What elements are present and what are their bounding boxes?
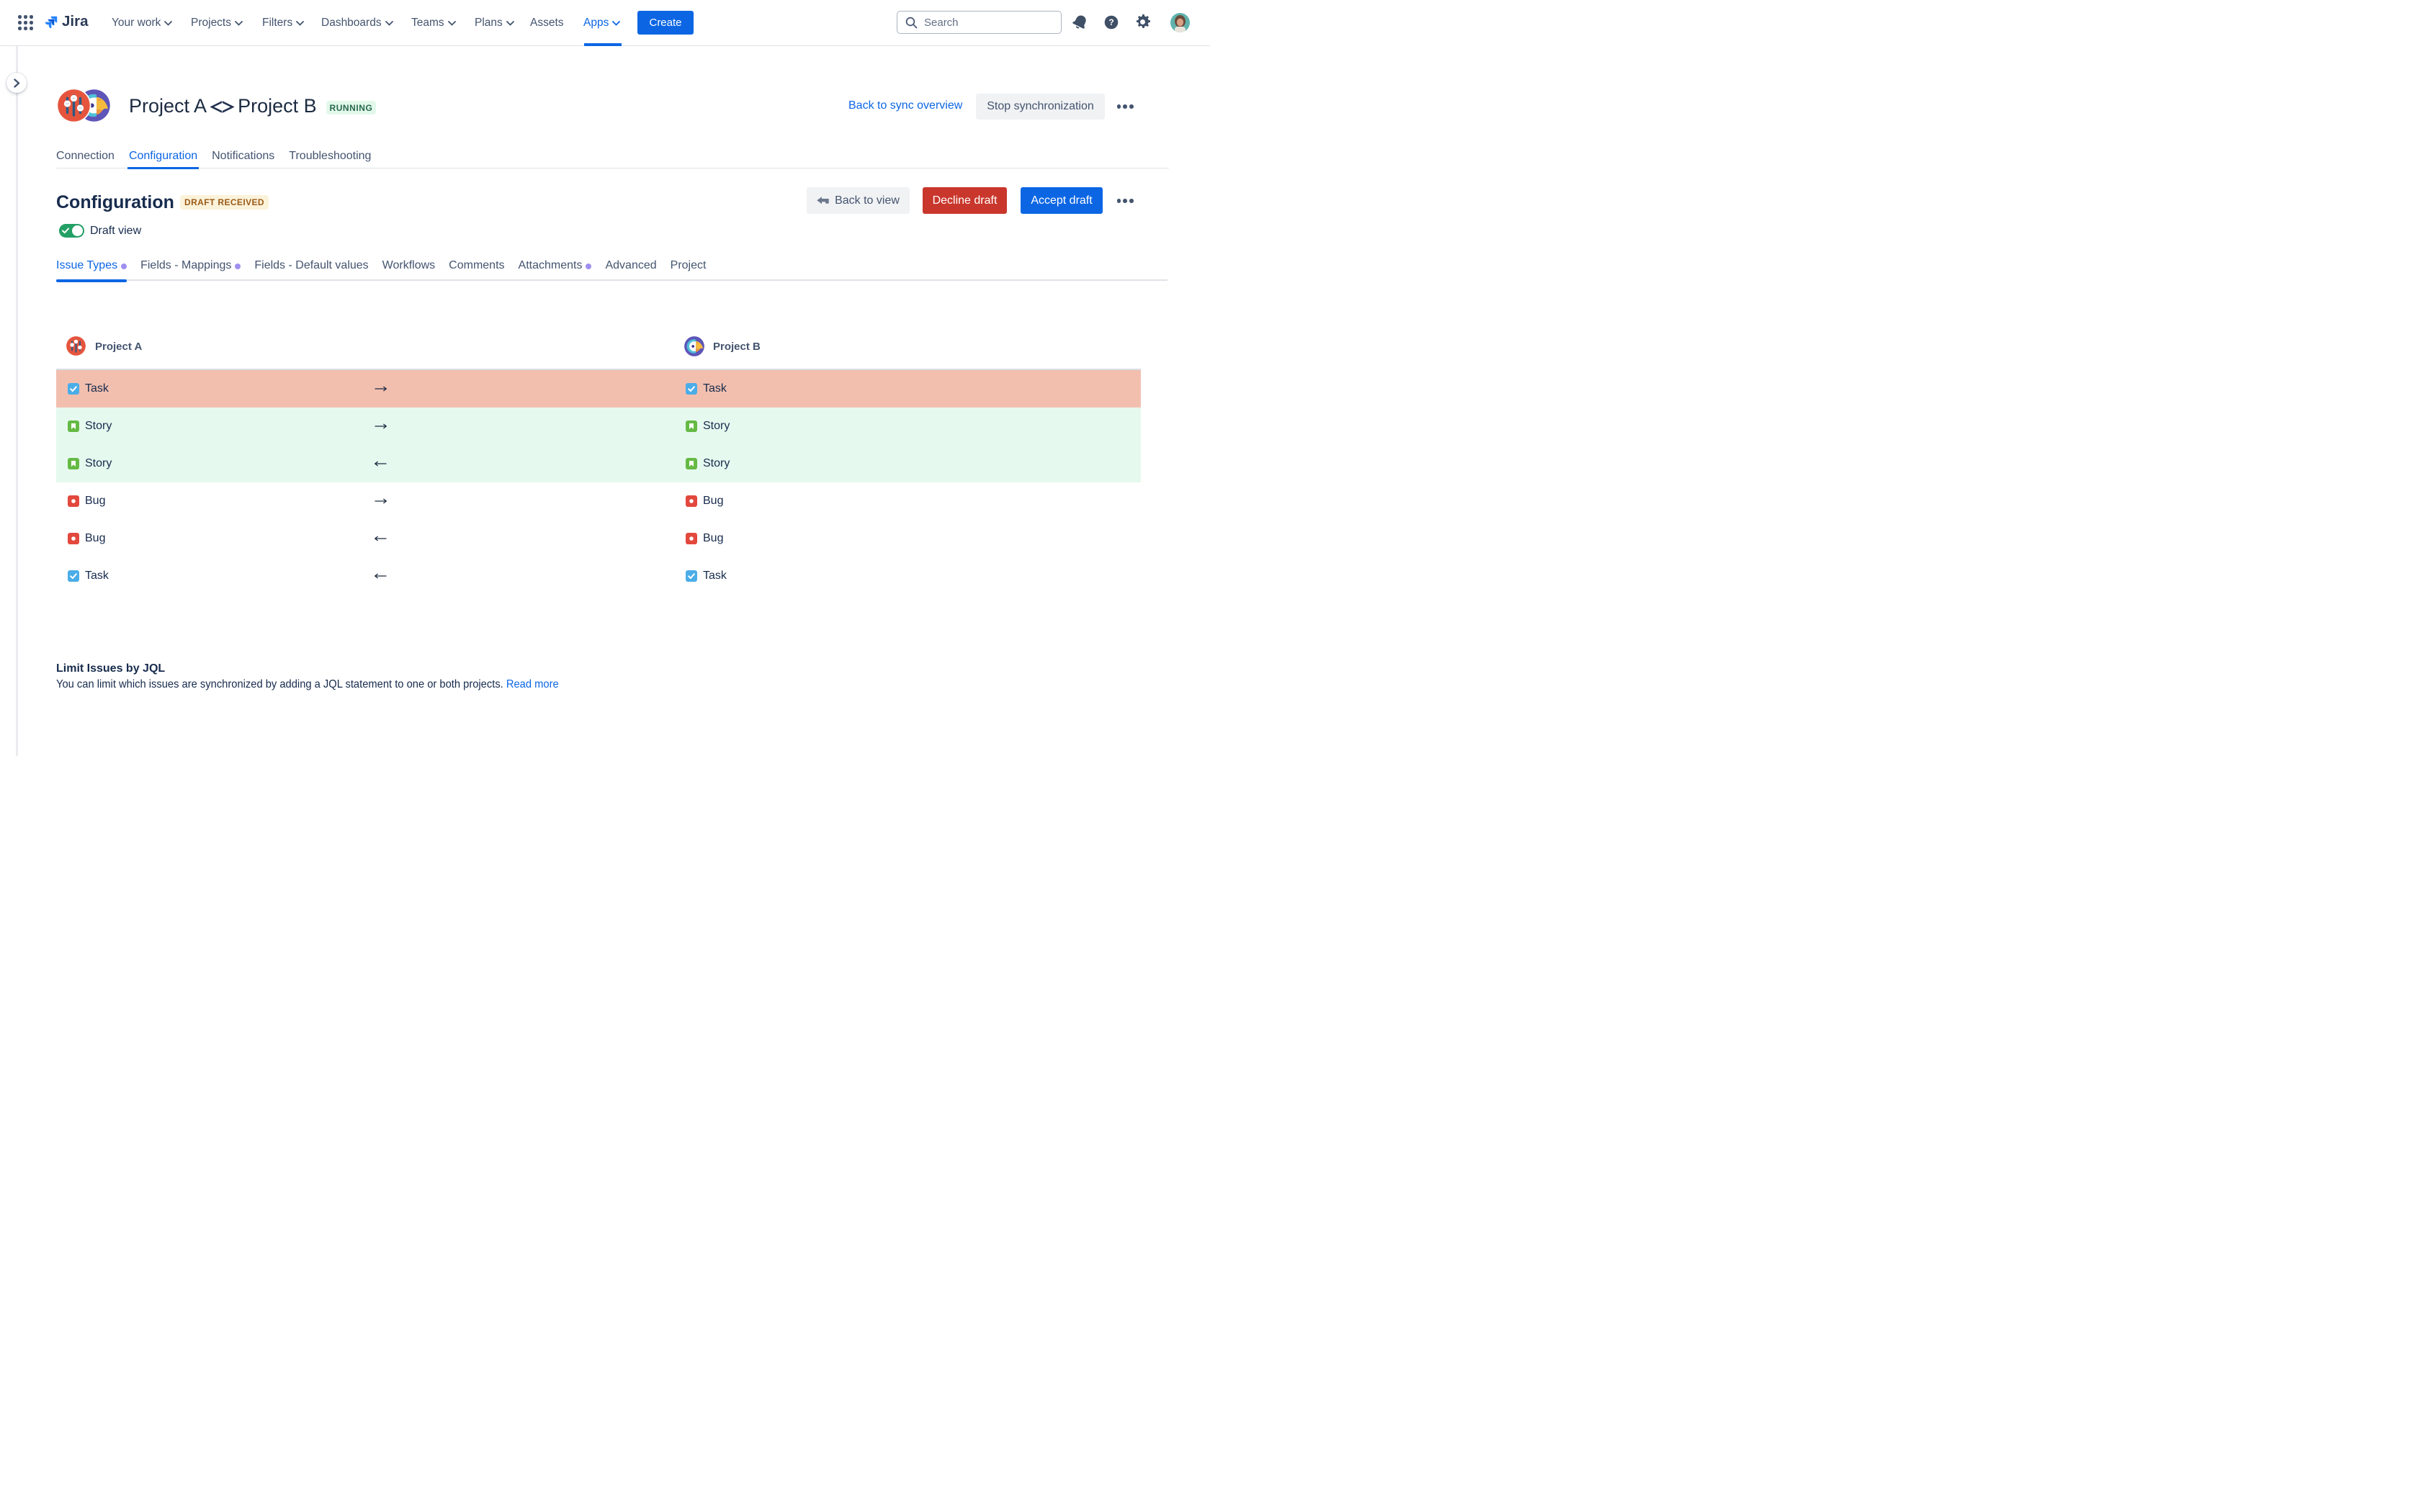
- svg-text:?: ?: [1108, 17, 1113, 27]
